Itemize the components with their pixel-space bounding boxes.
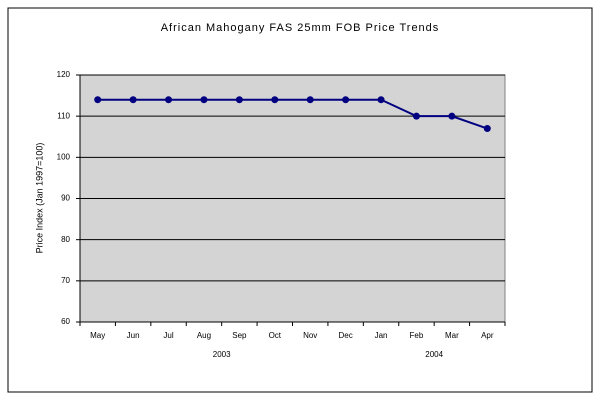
- data-point: [377, 96, 385, 104]
- x-tick-label: Oct: [269, 331, 282, 340]
- data-point: [412, 112, 420, 120]
- y-tick-label: 120: [57, 70, 71, 79]
- y-tick-label: 80: [61, 235, 70, 244]
- series-line: [97, 98, 488, 130]
- y-tick-label: 110: [57, 111, 70, 120]
- x-tick-label: Nov: [303, 331, 317, 340]
- x-tick-label: Apr: [481, 331, 494, 340]
- year-label: 2003: [213, 350, 231, 359]
- data-point: [129, 96, 137, 104]
- data-point: [165, 96, 173, 104]
- x-tick-label: Jul: [163, 331, 173, 340]
- y-axis-title: Price Index (Jan 1997=100): [34, 143, 44, 254]
- x-tick-label: Mar: [445, 331, 459, 340]
- y-tick-label: 60: [61, 317, 70, 326]
- x-tick-label: Jun: [127, 331, 140, 340]
- y-tick-label: 100: [57, 152, 71, 161]
- data-point: [200, 96, 208, 104]
- data-point: [306, 96, 314, 104]
- data-point: [342, 96, 350, 104]
- x-tick-label: Aug: [197, 331, 211, 340]
- y-tick-label: 70: [61, 276, 70, 285]
- y-tick-label: 90: [61, 194, 70, 203]
- data-point: [94, 96, 102, 104]
- data-point: [235, 96, 243, 104]
- x-tick-label: Sep: [232, 331, 247, 340]
- year-label: 2004: [425, 350, 443, 359]
- data-point: [448, 112, 456, 120]
- x-tick-label: May: [90, 331, 105, 340]
- x-tick-label: Jan: [375, 331, 388, 340]
- data-point: [483, 125, 491, 133]
- data-point: [271, 96, 279, 104]
- chart-title: African Mahogany FAS 25mm FOB Price Tren…: [161, 22, 440, 34]
- x-tick-label: Feb: [410, 331, 424, 340]
- x-tick-label: Dec: [339, 331, 353, 340]
